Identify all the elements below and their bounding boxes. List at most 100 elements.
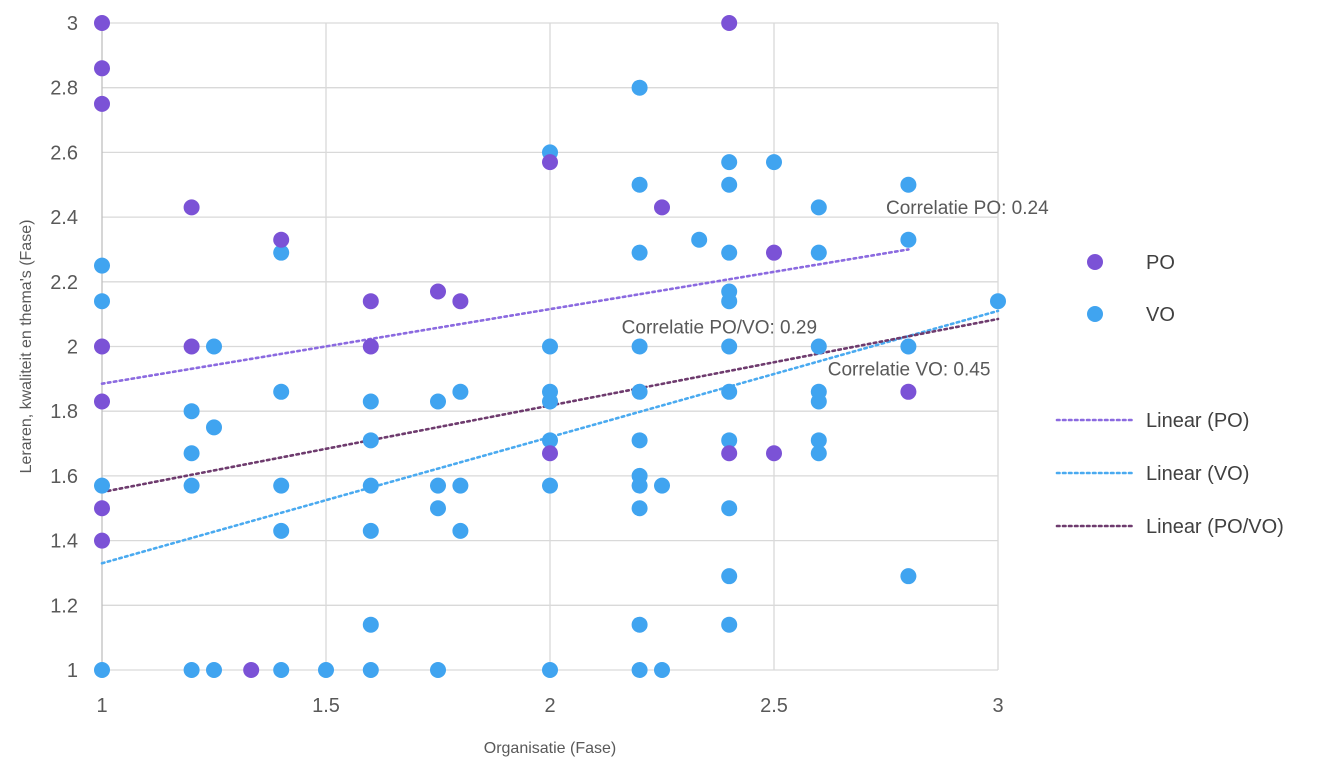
vo-data-point — [273, 662, 290, 678]
vo-data-point — [654, 662, 670, 678]
vo-data-point — [810, 244, 827, 261]
x-tick-label: 3 — [992, 695, 1003, 717]
vo-data-point — [362, 522, 379, 539]
po-data-point — [94, 532, 110, 549]
trendline — [100, 248, 910, 386]
po-data-point — [243, 662, 260, 678]
vo-data-point — [631, 338, 648, 355]
legend-label: VO — [1146, 304, 1175, 326]
po-data-point — [452, 293, 469, 310]
po-data-point — [721, 15, 738, 31]
po-data-point — [766, 445, 782, 462]
vo-data-point — [721, 338, 738, 355]
vo-data-point — [94, 257, 110, 274]
legend-label: PO — [1146, 252, 1175, 274]
vo-data-point — [362, 662, 379, 678]
po-data-point — [94, 15, 110, 31]
correlation-annotation: Correlatie PO: 0.24 — [886, 198, 1049, 219]
vo-data-point — [362, 432, 379, 449]
vo-data-point — [183, 477, 200, 494]
vo-data-point — [206, 338, 222, 355]
y-tick-label: 2.2 — [50, 272, 78, 294]
po-data-point — [273, 231, 290, 248]
vo-data-point — [430, 393, 446, 410]
vo-data-point — [900, 338, 917, 355]
vo-data-point — [542, 477, 558, 494]
vo-data-point — [721, 293, 738, 310]
vo-data-point — [542, 432, 558, 449]
po-data-point — [542, 445, 558, 462]
vo-data-point — [631, 176, 648, 193]
y-tick-label: 3 — [67, 13, 78, 35]
vo-data-point — [452, 383, 469, 400]
vo-data-point — [900, 231, 917, 248]
vo-data-point — [721, 568, 738, 585]
vo-data-point — [631, 616, 648, 633]
vo-data-point — [990, 293, 1006, 310]
vo-data-point — [691, 231, 708, 248]
vo-data-point — [721, 244, 738, 261]
legend: PO VO Linear (PO) Linear (VO) Linear (PO/VO) — [1055, 252, 1284, 538]
vo-data-point — [542, 393, 558, 410]
vo-data-point — [94, 662, 110, 678]
po-data-point — [94, 95, 110, 112]
vo-data-point — [430, 500, 446, 517]
vo-data-point — [721, 154, 738, 171]
vo-data-point — [654, 477, 670, 494]
vo-data-point — [631, 383, 648, 400]
data-points — [94, 15, 1006, 678]
vo-data-point — [273, 383, 290, 400]
vo-data-point — [94, 293, 110, 310]
y-tick-label: 1.6 — [50, 466, 78, 488]
po-data-point — [430, 283, 446, 300]
vo-data-point — [183, 445, 200, 462]
vo-data-point — [631, 79, 648, 96]
y-tick-label: 2 — [67, 337, 78, 359]
po-data-point — [542, 154, 558, 171]
correlation-annotation: Correlatie PO/VO: 0.29 — [622, 318, 817, 339]
y-tick-label: 2.8 — [50, 78, 78, 100]
vo-data-point — [362, 393, 379, 410]
legend-marker — [1087, 306, 1103, 322]
vo-data-point — [721, 383, 738, 400]
po-data-point — [94, 500, 110, 517]
po-data-point — [362, 338, 379, 355]
legend-label: Linear (PO/VO) — [1146, 516, 1284, 538]
vo-data-point — [721, 616, 738, 633]
x-tick-label: 1 — [96, 695, 107, 717]
x-tick-label: 1.5 — [312, 695, 340, 717]
vo-data-point — [900, 568, 917, 585]
vo-data-point — [542, 338, 558, 355]
y-tick-label: 1.2 — [50, 595, 78, 617]
po-data-point — [766, 244, 782, 261]
y-axis-title: Leraren, kwaliteit en thema's (Fase) — [18, 220, 35, 474]
vo-data-point — [721, 176, 738, 193]
vo-data-point — [362, 477, 379, 494]
y-tick-label: 2.4 — [50, 207, 78, 229]
vo-data-point — [810, 199, 827, 216]
vo-data-point — [430, 477, 446, 494]
vo-data-point — [318, 662, 334, 678]
po-data-point — [94, 393, 110, 410]
po-data-point — [94, 60, 110, 77]
vo-data-point — [631, 244, 648, 261]
vo-data-point — [94, 477, 110, 494]
vo-data-point — [452, 477, 469, 494]
vo-data-point — [273, 522, 290, 539]
annotations: Correlatie PO: 0.24 Correlatie PO/VO: 0.2… — [622, 198, 1049, 381]
tick-labels: 1 1.2 1.4 1.6 1.8 2 2.2 2.4 2.6 2.8 3 1 1.5 2 2.5 3 — [50, 13, 1003, 717]
legend-label: Linear (VO) — [1146, 463, 1249, 485]
vo-data-point — [810, 393, 827, 410]
vo-data-point — [721, 500, 738, 517]
y-tick-label: 1.4 — [50, 531, 78, 553]
vo-data-point — [273, 244, 290, 261]
x-axis-title: Organisatie (Fase) — [484, 740, 617, 757]
y-tick-label: 1 — [67, 660, 78, 682]
vo-data-point — [900, 176, 917, 193]
po-data-point — [721, 445, 738, 462]
vo-data-point — [362, 616, 379, 633]
vo-data-point — [631, 500, 648, 517]
x-tick-label: 2.5 — [760, 695, 788, 717]
vo-data-point — [273, 477, 290, 494]
